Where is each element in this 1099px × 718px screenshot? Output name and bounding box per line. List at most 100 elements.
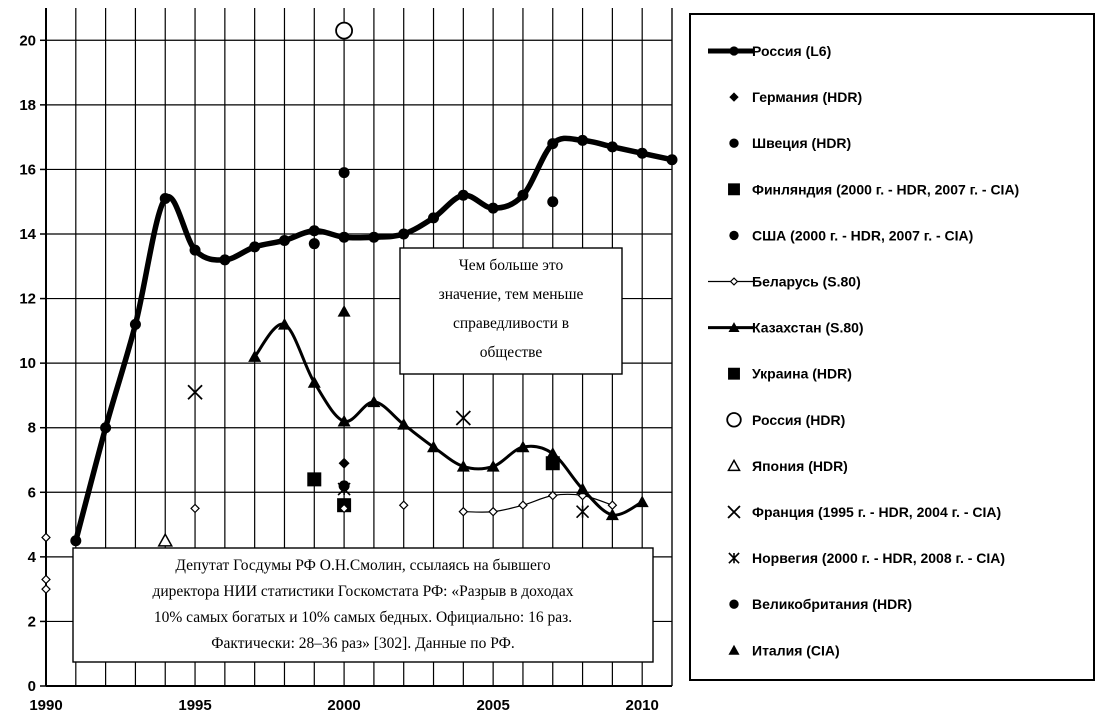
legend-label: США (2000 г. - HDR, 2007 г. - CIA) [752, 227, 973, 243]
data-point [607, 500, 618, 511]
data-point [606, 141, 618, 153]
legend-item-10: Франция (1995 г. - HDR, 2004 г. - CIA) [727, 504, 1001, 520]
legend: Россия (L6) Германия (HDR) Швеция (HDR) Фин… [689, 13, 1095, 681]
legend-item-13: Италия (CIA) [728, 642, 840, 658]
x-tick-label: 2000 [327, 697, 360, 714]
note-smolin-line: 10% самых богатых и 10% самых бедных. Оф… [154, 609, 572, 626]
series-7 [307, 472, 322, 487]
data-point [398, 500, 409, 511]
data-point [338, 457, 350, 469]
legend-item-0: Россия (L6) [708, 43, 831, 59]
data-point [337, 414, 351, 427]
data-point [636, 147, 648, 159]
data-point [367, 395, 381, 408]
legend-marker [726, 412, 742, 428]
data-point [189, 244, 201, 256]
data-point [307, 376, 321, 388]
legend-item-8: Россия (HDR) [726, 412, 845, 428]
data-point [338, 167, 350, 179]
data-point [577, 134, 589, 146]
data-point [518, 500, 528, 511]
legend-item-2: Швеция (HDR) [729, 135, 851, 151]
legend-marker [729, 46, 739, 56]
data-point [249, 241, 261, 253]
legend-item-7: Украина (HDR) [728, 366, 852, 382]
data-point [546, 447, 560, 459]
data-point [190, 503, 200, 514]
note-smolin-line: Фактически: 28–36 раз» [302]. Данные по … [211, 635, 514, 652]
note-justice: Чем больше это значение, тем меньше справе… [399, 247, 623, 375]
x-tick-label: 1995 [178, 697, 211, 714]
y-tick-label: 12 [19, 291, 36, 308]
y-tick-label: 2 [28, 613, 36, 630]
legend-marker [728, 322, 740, 333]
data-point [159, 192, 171, 204]
x-tick-label: 2010 [626, 697, 659, 714]
data-point [488, 506, 498, 517]
data-point [41, 574, 51, 585]
x-tick-label: 2005 [476, 697, 509, 714]
legend-label: Россия (L6) [752, 43, 831, 59]
data-point [457, 189, 469, 201]
data-point [157, 532, 174, 547]
data-point [308, 225, 320, 237]
series-9 [157, 532, 174, 547]
legend-item-5: Беларусь (S.80) [708, 274, 861, 290]
y-tick-label: 18 [19, 97, 36, 114]
data-point [456, 459, 470, 472]
data-point [486, 459, 500, 472]
data-point [338, 231, 350, 243]
tick-labels: 0 2 4 6 8 10 12 14 16 18 20 1990 1995 2000 2005 2010 [19, 32, 659, 714]
legend-marker [727, 505, 741, 519]
series-5 [41, 490, 618, 543]
data-point [335, 21, 353, 40]
series-1 [338, 457, 350, 469]
y-tick-label: 14 [19, 226, 36, 243]
series-line [73, 135, 673, 542]
legend-item-3: Финляндия (2000 г. - HDR, 2007 г. - CIA) [728, 181, 1019, 197]
series-layer [41, 21, 678, 594]
legend-label: Финляндия (2000 г. - HDR, 2007 г. - CIA) [752, 181, 1019, 197]
note-justice-line: значение, тем меньше [439, 286, 584, 303]
data-point [187, 384, 203, 400]
legend-label: Германия (HDR) [752, 89, 862, 105]
data-point [397, 417, 411, 430]
note-smolin-line: Депутат Госдумы РФ О.Н.Смолин, ссылаясь … [175, 557, 550, 574]
data-point [100, 422, 112, 434]
legend-marker [729, 599, 739, 609]
extra-points [41, 574, 51, 594]
note-smolin: Депутат Госдумы РФ О.Н.Смолин, ссылаясь … [72, 547, 654, 663]
legend-label: Швеция (HDR) [752, 135, 851, 151]
legend-marker [729, 277, 739, 286]
data-point [368, 231, 380, 243]
series-12 [308, 238, 320, 250]
series-11 [337, 482, 590, 519]
data-point [427, 440, 441, 453]
y-tick-label: 6 [28, 484, 36, 501]
data-point [666, 154, 678, 166]
note-justice-line: справедливости в [453, 315, 569, 332]
data-point [337, 482, 351, 496]
data-point [70, 535, 82, 547]
legend-box [689, 13, 1095, 681]
y-tick-label: 0 [28, 678, 36, 695]
legend-item-11: Норвегия (2000 г. - HDR, 2008 г. - CIA) [728, 550, 1005, 566]
data-point [277, 317, 291, 330]
legend-label: Норвегия (2000 г. - HDR, 2008 г. - CIA) [752, 550, 1005, 566]
legend-item-12: Великобритания (HDR) [729, 596, 912, 612]
legend-item-4: США (2000 г. - HDR, 2007 г. - CIA) [729, 227, 973, 243]
series-4 [338, 167, 559, 208]
legend-marker [729, 92, 739, 102]
legend-label: Украина (HDR) [752, 366, 852, 382]
legend-item-6: Казахстан (S.80) [708, 320, 864, 336]
data-point [307, 472, 322, 487]
series-8 [335, 21, 353, 40]
data-point [41, 532, 51, 543]
axes [40, 8, 673, 687]
legend-marker [728, 644, 740, 655]
note-smolin-box [72, 547, 654, 663]
annotations: Чем больше это значение, тем меньше справе… [72, 247, 654, 663]
data-point [635, 495, 649, 508]
note-smolin-line: директора НИИ статистики Госкомстата РФ:… [152, 583, 573, 600]
